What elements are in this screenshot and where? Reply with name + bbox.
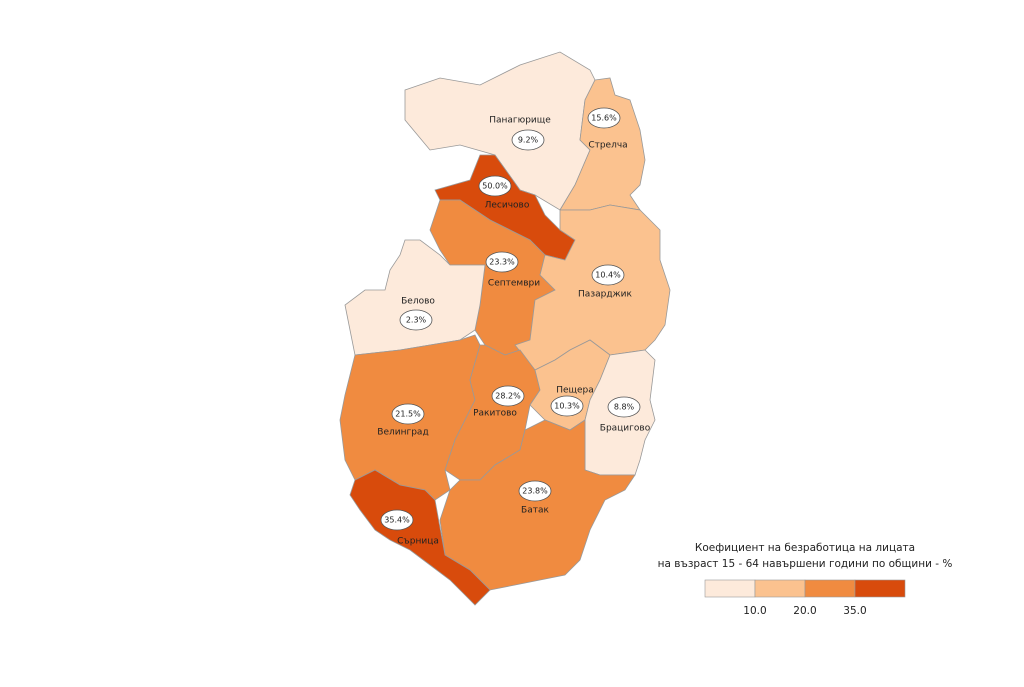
- value-bubble: [511, 129, 545, 151]
- region-name: Белово: [401, 297, 435, 307]
- value-label: 23.8%: [522, 487, 548, 496]
- legend-title: на възраст 15 - 64 навършени години по о…: [658, 558, 953, 570]
- region-name: Лесичово: [485, 201, 530, 211]
- legend-label: 20.0: [793, 605, 816, 617]
- region-name: Стрелча: [588, 141, 627, 151]
- value-bubble: [399, 309, 433, 331]
- region-name: Брацигово: [600, 424, 651, 434]
- value-bubble: [587, 107, 621, 129]
- value-bubble: [485, 251, 519, 273]
- legend-swatch: [854, 579, 906, 598]
- legend-title: Коефициент на безработица на лицата: [695, 542, 915, 554]
- value-label: 15.6%: [591, 114, 617, 123]
- value-bubble: [607, 396, 641, 418]
- region-name: Сърница: [397, 537, 439, 547]
- value-label: 50.0%: [482, 182, 508, 191]
- legend-swatch: [804, 579, 856, 598]
- value-label: 9.2%: [518, 136, 539, 145]
- region-name: Пазарджик: [578, 290, 632, 300]
- value-bubble: [380, 509, 414, 531]
- region-name: Пещера: [556, 386, 594, 396]
- legend-swatch: [704, 579, 756, 598]
- region-name: Септември: [488, 279, 540, 289]
- region-name: Велинград: [377, 428, 428, 438]
- region: [439, 419, 636, 591]
- legend-swatch: [754, 579, 806, 598]
- value-label: 10.4%: [595, 271, 621, 280]
- value-label: 23.3%: [489, 258, 515, 267]
- value-label: 10.3%: [554, 402, 580, 411]
- value-bubble: [518, 480, 552, 502]
- region-name: Ракитово: [473, 409, 517, 419]
- value-label: 28.2%: [495, 392, 521, 401]
- region: [349, 469, 491, 606]
- region-name: Батак: [521, 506, 549, 516]
- value-bubble: [550, 395, 584, 417]
- value-label: 35.4%: [384, 516, 410, 525]
- legend-label: 10.0: [743, 605, 766, 617]
- value-bubble: [391, 403, 425, 425]
- value-label: 21.5%: [395, 410, 421, 419]
- value-bubble: [591, 264, 625, 286]
- legend-label: 35.0: [843, 605, 866, 617]
- region-name: Панагюрище: [489, 116, 551, 126]
- value-bubble: [478, 175, 512, 197]
- value-label: 8.8%: [614, 403, 635, 412]
- value-label: 2.3%: [406, 316, 427, 325]
- value-bubble: [491, 385, 525, 407]
